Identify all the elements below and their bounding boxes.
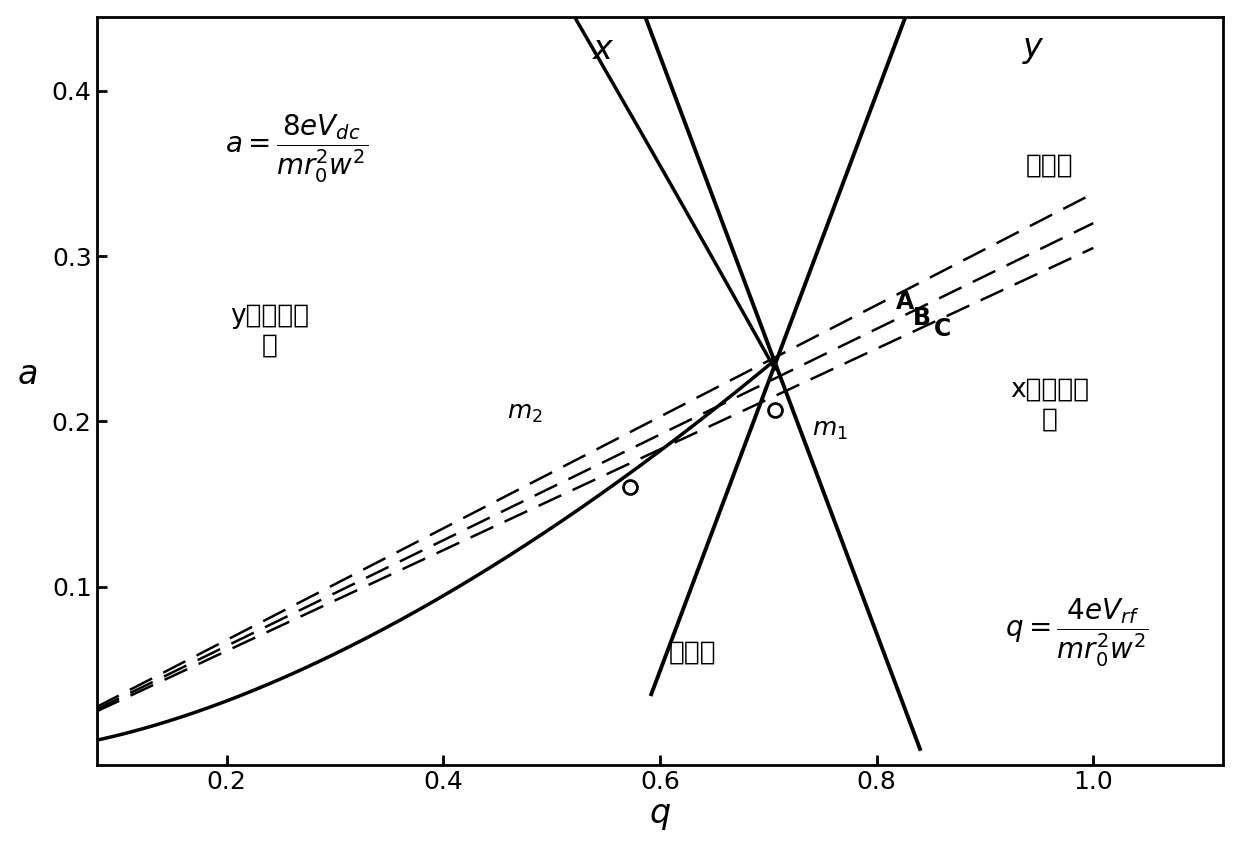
Text: $a=\dfrac{8eV_{dc}}{mr_0^2w^2}$: $a=\dfrac{8eV_{dc}}{mr_0^2w^2}$ — [226, 113, 368, 185]
Text: $m_2$: $m_2$ — [507, 401, 543, 424]
Text: y方向不稳
定: y方向不稳 定 — [231, 302, 310, 358]
Text: $y$: $y$ — [1022, 33, 1045, 66]
Text: 扫描线: 扫描线 — [1027, 152, 1074, 178]
Text: 稳定区: 稳定区 — [668, 639, 717, 666]
Y-axis label: $a$: $a$ — [16, 357, 37, 391]
Text: A: A — [897, 290, 914, 314]
Text: C: C — [934, 317, 951, 340]
Text: $q=\dfrac{4eV_{rf}}{mr_0^2w^2}$: $q=\dfrac{4eV_{rf}}{mr_0^2w^2}$ — [1006, 597, 1149, 669]
Text: $m_1$: $m_1$ — [812, 418, 847, 441]
X-axis label: $q$: $q$ — [649, 799, 671, 832]
Text: B: B — [913, 306, 930, 330]
Text: $x$: $x$ — [593, 33, 615, 66]
Text: x方向不稳
定: x方向不稳 定 — [1011, 377, 1090, 433]
